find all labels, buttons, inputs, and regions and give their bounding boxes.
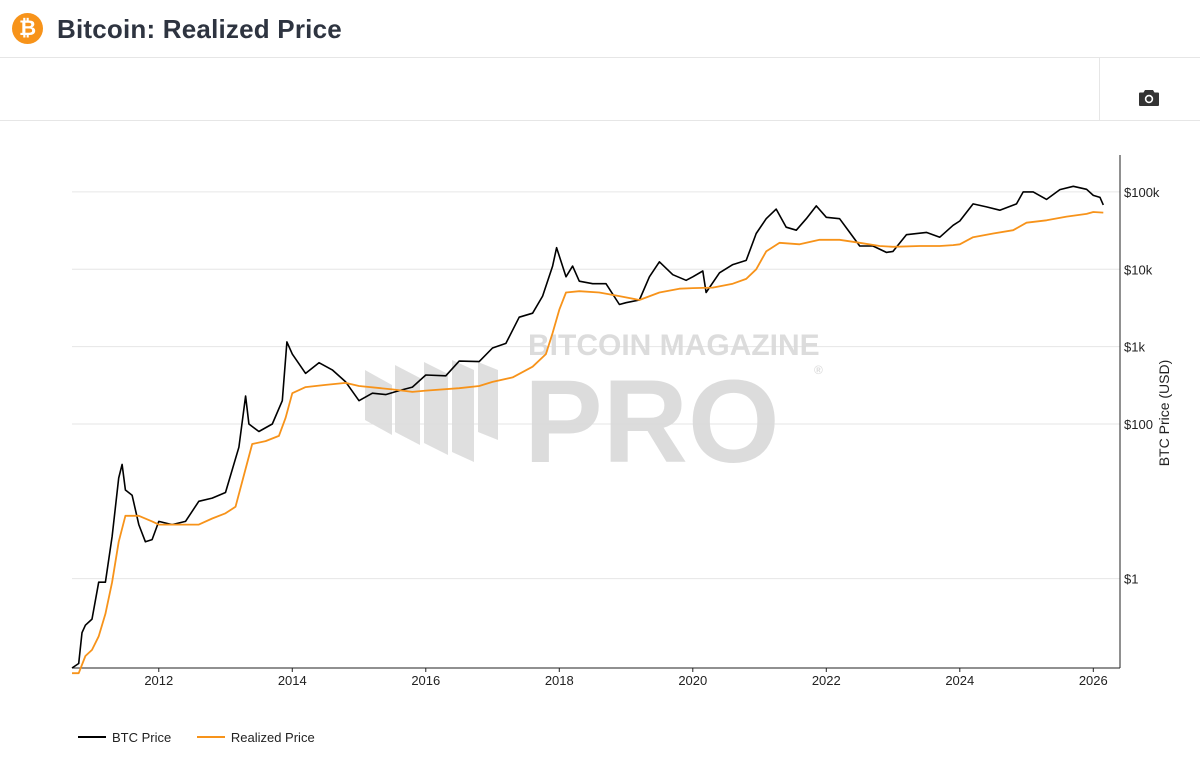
x-tick-label: 2024 — [945, 673, 974, 688]
x-tick-label: 2020 — [678, 673, 707, 688]
legend-swatch-btc-price — [78, 736, 106, 738]
legend-label-btc-price: BTC Price — [112, 729, 172, 745]
chart-toolbar — [0, 58, 1200, 121]
y-axis-title: BTC Price (USD) — [1156, 360, 1172, 467]
y-tick-label: $10k — [1124, 262, 1153, 277]
y-tick-label: $100 — [1124, 417, 1153, 432]
series-lines — [71, 185, 1105, 675]
gridlines — [72, 191, 1120, 580]
legend-item-btc-price[interactable]: BTC Price — [78, 730, 171, 745]
x-tick-label: 2026 — [1079, 673, 1108, 688]
x-tick-label: 2018 — [545, 673, 574, 688]
watermark: BITCOIN MAGAZINE PRO ® — [365, 329, 823, 488]
x-tick-label: 2014 — [278, 673, 307, 688]
watermark-registered-mark: ® — [814, 363, 823, 377]
page-title: Bitcoin: Realized Price — [57, 14, 342, 44]
download-snapshot-button[interactable] — [1128, 80, 1170, 116]
watermark-line1: BITCOIN MAGAZINE — [528, 329, 820, 362]
legend-item-realized-price[interactable]: Realized Price — [196, 729, 315, 745]
y-tick-label: $1k — [1124, 340, 1145, 355]
y-tick-label: $100k — [1124, 185, 1160, 200]
y-tick-label: $1 — [1124, 572, 1138, 587]
tick-labels: $1 $100 $1k $10k $100k 2012 2014 2016 2018 2020 20… — [144, 185, 1160, 688]
legend-swatch-realized-price — [196, 736, 225, 738]
bitcoin-logo-icon: ₿ — [12, 13, 43, 44]
btc-price-line — [71, 185, 1105, 669]
x-tick-label: 2016 — [411, 673, 440, 688]
realized-price-line — [72, 211, 1104, 675]
x-tick-label: 2022 — [812, 673, 841, 688]
legend-label-realized-price: Realized Price — [230, 729, 315, 745]
page-header: ₿ Bitcoin: Realized Price — [0, 0, 1200, 58]
x-tick-label: 2012 — [144, 673, 173, 688]
toolbar-divider — [1099, 58, 1100, 120]
camera-icon — [1139, 90, 1159, 106]
watermark-line2: PRO — [524, 356, 780, 488]
chart-legend: BTC Price Realized Price — [78, 726, 337, 745]
axes — [72, 155, 1121, 672]
